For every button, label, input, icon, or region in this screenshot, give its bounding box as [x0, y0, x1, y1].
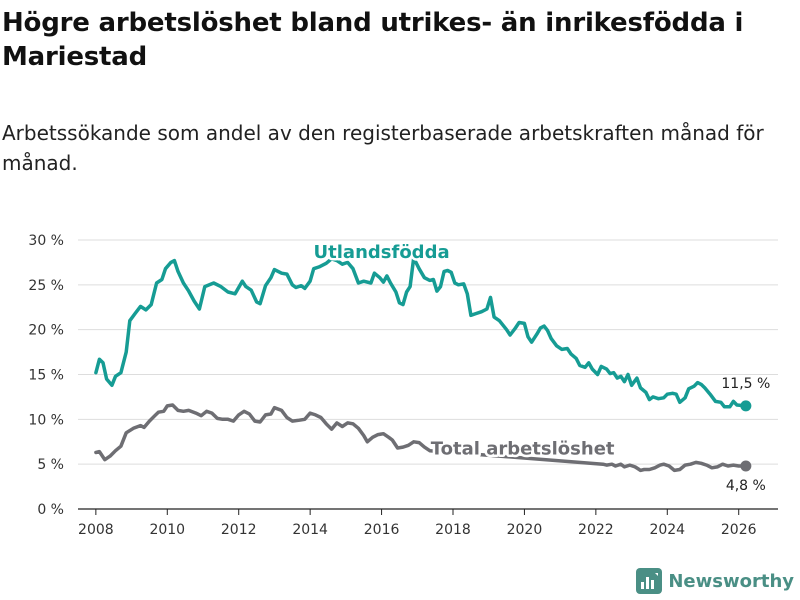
end-value-label: 4,8 % — [726, 478, 766, 494]
y-tick-label: 25 % — [28, 278, 64, 294]
x-tick-label: 2024 — [649, 522, 685, 538]
newsworthy-logo-icon — [636, 568, 663, 594]
x-tick-label: 2016 — [364, 522, 400, 538]
end-marker — [740, 400, 752, 412]
chart-title: Högre arbetslöshet bland utrikes- än inr… — [2, 8, 744, 72]
x-tick-label: 2020 — [507, 522, 543, 538]
x-tick-label: 2012 — [221, 522, 257, 538]
brand-name: Newsworthy — [668, 570, 794, 592]
brand-logo: Newsworthy — [636, 568, 794, 594]
series-line-utlandsfodda — [94, 256, 748, 409]
x-tick-label: 2022 — [578, 522, 614, 538]
x-tick-label: 2014 — [292, 522, 328, 538]
y-tick-label: 15 % — [28, 368, 64, 384]
y-tick-label: 5 % — [37, 457, 64, 473]
end-value-label: 11,5 % — [721, 376, 770, 392]
y-tick-label: 10 % — [28, 412, 64, 428]
end-marker — [740, 460, 752, 472]
series-label-total: Total arbetslöshet — [431, 438, 615, 459]
chart-subtitle: Arbetssökande som andel av den registerb… — [2, 121, 764, 175]
series-line-total — [94, 403, 748, 473]
series-label-utlandsfodda: Utlandsfödda — [314, 242, 450, 263]
y-tick-label: 0 % — [37, 502, 64, 518]
y-tick-label: 30 % — [28, 233, 64, 249]
x-tick-label: 2026 — [721, 522, 757, 538]
x-tick-label: 2008 — [78, 522, 114, 538]
x-tick-label: 2018 — [435, 522, 471, 538]
y-tick-label: 20 % — [28, 323, 64, 339]
x-tick-label: 2010 — [149, 522, 185, 538]
